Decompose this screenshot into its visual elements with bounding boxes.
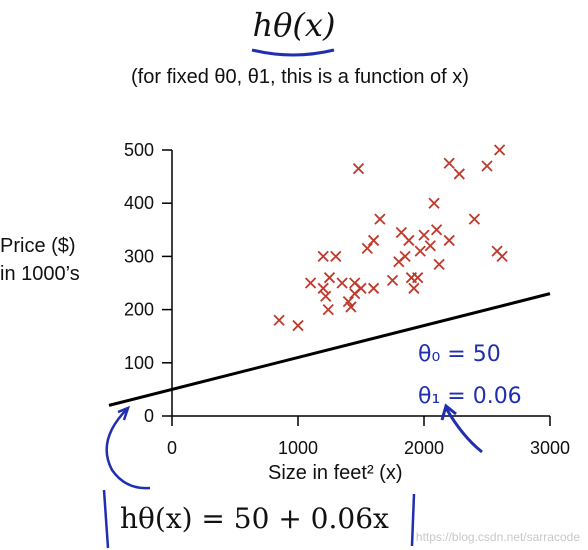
data-point xyxy=(361,242,373,255)
theta1-annotation: θ₁ = 0.06 xyxy=(418,384,522,409)
data-point xyxy=(399,250,411,263)
data-point xyxy=(273,314,285,326)
y-tick-label: 500 xyxy=(124,140,154,160)
data-point xyxy=(443,234,455,247)
data-point xyxy=(345,301,357,313)
data-point xyxy=(408,282,420,294)
data-point xyxy=(481,160,493,172)
data-point xyxy=(428,197,440,209)
data-point xyxy=(317,282,329,294)
x-tick-label: 2000 xyxy=(404,438,444,458)
data-point xyxy=(453,168,465,180)
data-point xyxy=(414,245,426,257)
data-point xyxy=(386,274,399,286)
y-tick-label: 0 xyxy=(144,406,154,426)
x-axis-label: Size in feet² (x) xyxy=(268,462,403,484)
data-point xyxy=(292,319,304,332)
data-point xyxy=(322,303,334,316)
data-point xyxy=(493,144,506,156)
data-point xyxy=(367,282,380,294)
data-point xyxy=(496,250,508,263)
theta-arrow xyxy=(444,407,483,454)
data-point xyxy=(304,277,317,289)
page-subtitle: (for fixed θ0, θ1, this is a function of… xyxy=(131,66,469,88)
data-point xyxy=(412,272,424,284)
hypothesis-line xyxy=(108,292,551,407)
y-tick-label: 300 xyxy=(124,246,154,266)
title-underline xyxy=(251,48,335,57)
data-point xyxy=(418,229,430,241)
data-point xyxy=(430,224,443,236)
data-point xyxy=(403,234,415,247)
page-title: hθ(x) xyxy=(252,6,336,44)
theta0-annotation: θ₀ = 50 xyxy=(418,342,501,367)
annotation-arrow-head xyxy=(117,405,131,421)
x-tick-label: 3000 xyxy=(530,438,570,458)
y-tick-label: 400 xyxy=(124,193,154,213)
data-point xyxy=(443,157,455,169)
y-axis-label: Price ($) in 1000’s xyxy=(0,232,80,288)
data-point xyxy=(374,213,386,225)
y-axis-label-line-1: Price ($) xyxy=(0,235,76,257)
data-point xyxy=(323,272,336,284)
hypothesis-formula: hθ(x) = 50 + 0.06x xyxy=(120,502,389,535)
data-point xyxy=(468,213,481,225)
data-point xyxy=(317,250,329,263)
watermark: https://blog.csdn.net/sarracode xyxy=(415,530,580,544)
hypothesis-formula-box: hθ(x) = 50 + 0.06x xyxy=(104,490,414,550)
data-point xyxy=(330,250,342,263)
y-axis-label-line-2: in 1000’s xyxy=(0,263,80,285)
annotation-arrow xyxy=(105,407,151,490)
data-point xyxy=(433,258,445,271)
y-tick-label: 200 xyxy=(124,300,154,320)
theta-arrow-head xyxy=(440,403,457,421)
data-point xyxy=(355,282,367,294)
data-point xyxy=(320,290,332,302)
data-point xyxy=(352,162,365,175)
x-tick-label: 0 xyxy=(167,438,177,458)
formula-box xyxy=(102,489,416,549)
x-tick-label: 1000 xyxy=(278,438,318,458)
data-point xyxy=(336,277,348,289)
data-point xyxy=(424,240,436,252)
data-point xyxy=(367,234,380,247)
y-tick-label: 100 xyxy=(124,353,154,373)
